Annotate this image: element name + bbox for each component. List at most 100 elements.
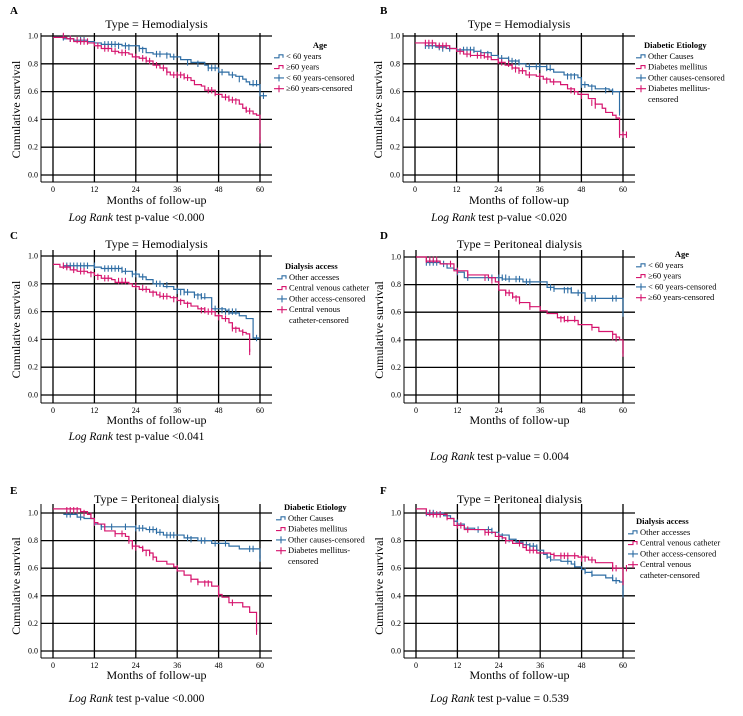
y-tick-label: 0.6 [391,308,401,317]
legend-marker-censor [628,550,638,558]
x-tick-label: 60 [619,406,627,415]
legend-item: Other access-censored [289,293,366,303]
log-rank-pvalue: Log Rank test p-value <0.000 [68,212,205,224]
survival-curve-magenta [53,36,261,141]
legend-item: Other causes-censored [288,534,365,544]
y-tick-label: 1.0 [28,32,38,41]
chart-title: Type = Peritoneal dialysis [94,492,219,506]
chart-title: Type = Peritoneal dialysis [457,237,582,251]
y-tick-label: 0.6 [28,307,38,316]
legend-item: catheter-censored [289,315,350,325]
legend-item: < 60 years-censored [286,72,355,82]
legend-marker-censor [636,283,646,291]
x-tick-label: 60 [256,406,264,415]
y-tick-label: 0.8 [28,279,38,288]
legend-item: Other accesses [289,272,339,282]
legend-marker-censor [277,295,287,303]
x-tick-label: 24 [494,185,502,194]
x-tick-label: 36 [536,406,544,415]
km-chart-d: D Type = Peritoneal dialysis 0.0 0.2 0.4 0.6 0… [372,230,717,463]
chart-title: Type = Hemodialysis [105,17,208,31]
y-tick-label: 0.4 [391,591,401,600]
x-axis-label: Months of follow-up [107,193,207,207]
legend-marker-censor [636,294,646,302]
x-tick-label: 36 [173,406,181,415]
legend-marker-censor [274,74,284,82]
panel-letter: E [10,485,17,497]
y-tick-label: 0.8 [28,59,38,68]
x-tick-label: 60 [256,185,264,194]
km-chart-e: E Type = Peritoneal dialysis 0.0 0.2 0.4 0.6 0… [9,485,365,705]
panel-letter: B [380,5,388,17]
legend-item: Diabetes mellitus- [648,83,710,93]
y-tick-label: 0.4 [390,115,400,124]
legend-item: censored [288,556,319,566]
log-rank-pvalue: Log Rank test p-value = 0.004 [429,451,569,463]
legend-marker-step [636,274,646,279]
x-tick-label: 12 [90,661,98,670]
legend-item: Other causes-censored [648,72,725,82]
y-tick-label: 0.0 [390,171,400,180]
x-tick-label: 36 [536,661,544,670]
legend-item: Central venous catheter [640,538,720,548]
survival-curve-blue [53,36,267,97]
y-tick-label: 0.2 [28,143,38,152]
survival-curve-blue [426,261,624,314]
panel-letter: F [380,485,387,497]
legend-marker-censor [636,74,646,82]
x-tick-label: 48 [215,661,223,670]
y-tick-label: 1.0 [391,509,401,518]
y-tick-label: 0.0 [28,171,38,180]
legend-item: ≥60 years-censored [648,292,715,302]
legend-marker-step [636,65,646,70]
legend-item: catheter-censored [640,570,701,580]
log-rank-label: Log Rank [429,451,475,463]
x-tick-label: 48 [215,406,223,415]
legend-marker-censor [636,85,646,93]
legend-marker-step [276,527,286,532]
x-tick-label: 24 [132,406,140,415]
y-tick-label: 1.0 [28,252,38,261]
log-rank-label: Log Rank [429,693,475,705]
y-tick-label: 0.8 [390,59,400,68]
log-rank-label: Log Rank [430,212,476,224]
legend-item: Diabetes mellitus [648,62,707,72]
legend-item: ≥60 years-censored [286,83,353,93]
x-tick-label: 12 [453,661,461,670]
legend-item: Central venous [640,559,691,569]
legend-marker-step [276,516,286,521]
y-tick-label: 0.8 [28,536,38,545]
panel-c: C Type = Hemodialysis 0.0 0.2 0.4 0.6 0.8 1.0 0 1… [0,225,370,460]
x-tick-label: 0 [414,406,418,415]
legend-item: Other accesses [640,527,690,537]
legend-marker-step [636,54,646,59]
panel-f: F Type = Peritoneal dialysis 0.0 0.2 0.4 0.6 0… [370,480,740,715]
x-tick-label: 48 [578,661,586,670]
legend-title: Diabetic Etiology [284,502,347,512]
legend-marker-step [277,275,287,280]
pvalue-text: test p-value <0.041 [113,431,205,443]
y-tick-label: 0.6 [391,564,401,573]
y-tick-label: 0.4 [28,335,38,344]
y-axis-label: Cumulative survival [371,60,385,158]
panel-b: B Type = Hemodialysis 0.0 0.2 0.4 0.6 0.8 1.0 0 1… [370,0,740,235]
y-tick-label: 0.6 [28,564,38,573]
y-tick-label: 0.2 [390,143,400,152]
legend-item: ≥60 years [286,62,319,72]
pvalue-text: test p-value <0.000 [113,212,205,224]
y-axis-label: Cumulative survival [9,60,23,158]
x-tick-label: 24 [132,661,140,670]
legend-item: Diabetes mellitus [288,524,347,534]
log-rank-pvalue: Log Rank test p-value <0.020 [430,212,567,224]
km-chart-b: B Type = Hemodialysis 0.0 0.2 0.4 0.6 0.8 1.0 0 1… [371,5,725,224]
y-tick-label: 0.4 [28,115,38,124]
legend-title: Diabetic Etiology [644,40,707,50]
legend-marker-censor [276,547,286,555]
x-tick-label: 36 [536,185,544,194]
legend-title: Dialysis access [285,261,338,271]
legend-marker-step [274,65,284,70]
legend-marker-censor [628,561,638,569]
x-tick-label: 12 [90,406,98,415]
y-axis-label: Cumulative survival [9,280,23,378]
y-tick-label: 0.6 [390,87,400,96]
